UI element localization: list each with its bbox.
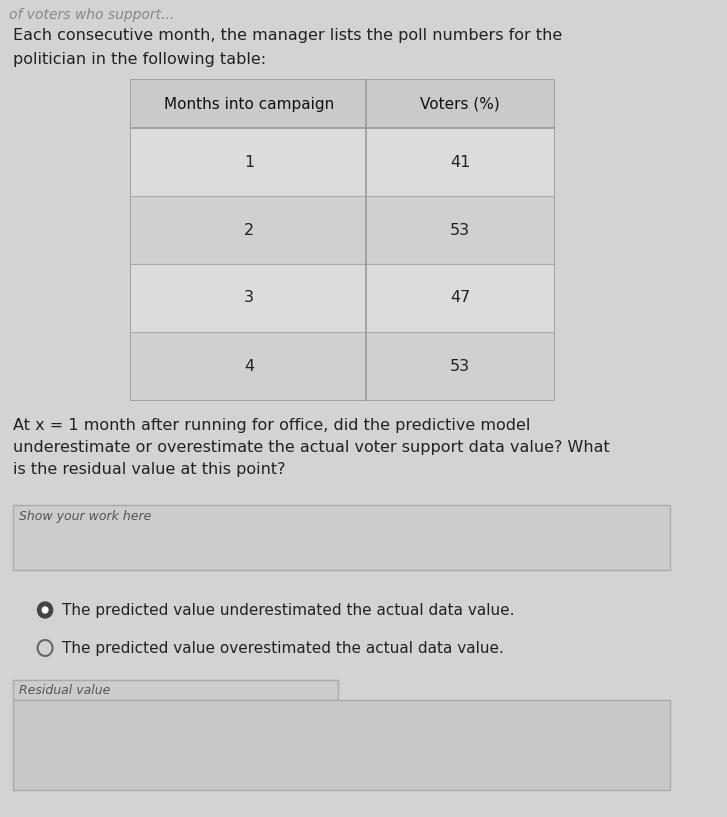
Text: Each consecutive month, the manager lists the poll numbers for the: Each consecutive month, the manager list… [13, 28, 563, 43]
Text: Months into campaign: Months into campaign [164, 96, 334, 111]
Text: The predicted value overestimated the actual data value.: The predicted value overestimated the ac… [62, 641, 504, 655]
Text: 3: 3 [244, 291, 254, 306]
Text: 2: 2 [244, 222, 254, 238]
Circle shape [38, 602, 52, 618]
Text: Residual value: Residual value [19, 684, 111, 697]
Text: The predicted value underestimated the actual data value.: The predicted value underestimated the a… [62, 602, 515, 618]
Text: 41: 41 [450, 154, 470, 169]
Circle shape [42, 607, 48, 613]
Text: Show your work here: Show your work here [19, 510, 151, 523]
Text: of voters who support...: of voters who support... [9, 8, 174, 22]
Bar [13, 700, 670, 790]
Bar [13, 505, 670, 570]
Bar [132, 80, 554, 128]
Text: 4: 4 [244, 359, 254, 373]
Text: 53: 53 [450, 222, 470, 238]
Text: 1: 1 [244, 154, 254, 169]
Text: politician in the following table:: politician in the following table: [13, 52, 266, 67]
Bar [132, 196, 554, 264]
Text: 47: 47 [450, 291, 470, 306]
Bar [132, 264, 554, 332]
Text: 53: 53 [450, 359, 470, 373]
Bar [132, 332, 554, 400]
Text: At x = 1 month after running for office, did the predictive model: At x = 1 month after running for office,… [13, 418, 531, 433]
Text: underestimate or overestimate the actual voter support data value? What: underestimate or overestimate the actual… [13, 440, 610, 455]
Text: is the residual value at this point?: is the residual value at this point? [13, 462, 286, 477]
Bar [132, 128, 554, 196]
Bar [132, 80, 554, 400]
Bar [13, 680, 338, 700]
Text: Voters (%): Voters (%) [420, 96, 500, 111]
